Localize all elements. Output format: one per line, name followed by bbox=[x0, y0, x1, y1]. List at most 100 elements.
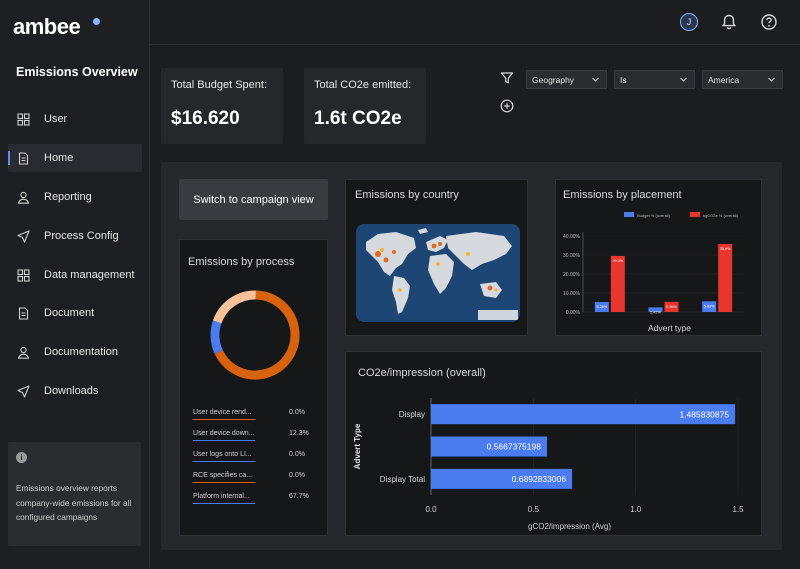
bar bbox=[431, 404, 736, 425]
logo-dot bbox=[93, 18, 100, 25]
process-underline bbox=[193, 419, 255, 420]
kpi-budget-value: $16.620 bbox=[171, 108, 240, 129]
donut-segment bbox=[210, 320, 223, 354]
process-row[interactable]: User device rend... 0.0% bbox=[193, 409, 309, 423]
sidebar-item-label: Data management bbox=[44, 268, 135, 281]
sidebar-item-label: Downloads bbox=[44, 385, 99, 398]
filter-value-select[interactable]: America bbox=[702, 70, 783, 89]
process-underline bbox=[193, 503, 255, 504]
info-text: Emissions overview reports company-wide … bbox=[16, 483, 132, 522]
process-donut-chart bbox=[210, 290, 300, 380]
bar-label: 5.63% bbox=[704, 304, 715, 308]
filter-value-value: America bbox=[708, 75, 740, 85]
process-underline bbox=[193, 482, 255, 483]
bar bbox=[610, 255, 625, 312]
y-tick-label: 0.00% bbox=[566, 310, 581, 316]
process-row[interactable]: User device down... 12.3% bbox=[193, 430, 309, 444]
world-map[interactable] bbox=[356, 224, 520, 322]
process-card: Emissions by process User device rend...… bbox=[179, 239, 328, 536]
person-icon bbox=[17, 347, 30, 360]
legend-label: Budget % (overall) bbox=[637, 213, 671, 218]
placement-card-title: Emissions by placement bbox=[563, 189, 682, 201]
document-icon bbox=[18, 152, 29, 165]
country-card-title: Emissions by country bbox=[355, 189, 459, 201]
user-avatar[interactable]: J bbox=[680, 13, 698, 31]
grid-icon bbox=[17, 113, 30, 126]
send-icon bbox=[17, 230, 30, 243]
filter-operator-value: Is bbox=[620, 75, 627, 85]
sidebar-item-label: Document bbox=[44, 307, 95, 320]
chevron-down-icon bbox=[592, 77, 599, 82]
process-row[interactable]: RCE specifies ca... 0.0% bbox=[193, 472, 309, 486]
chevron-down-icon bbox=[768, 77, 775, 82]
x-axis-label: Advert type bbox=[648, 323, 691, 333]
help-icon[interactable] bbox=[760, 13, 778, 31]
donut-segment bbox=[212, 290, 256, 324]
process-row[interactable]: Platform internal... 67.7% bbox=[193, 493, 309, 507]
sidebar-item-label: Home bbox=[44, 151, 74, 164]
kpi-co2e-value: 1.6t CO2e bbox=[314, 108, 402, 129]
bar-label: 5.26% bbox=[596, 305, 607, 309]
sidebar-item-documentation[interactable]: Documentation bbox=[8, 338, 142, 366]
bar bbox=[718, 243, 733, 312]
y-tick-label: 30.00% bbox=[563, 253, 581, 259]
sidebar-item-label: Documentation bbox=[44, 346, 118, 359]
x-tick-label: 0.5 bbox=[528, 505, 540, 514]
process-value: 12.3% bbox=[289, 430, 309, 437]
bar bbox=[648, 307, 663, 312]
process-value: 0.0% bbox=[289, 451, 305, 458]
sidebar-item-label: Process Config bbox=[44, 229, 119, 242]
process-row[interactable]: User logs onto LI... 0.0% bbox=[193, 451, 309, 465]
x-tick-label: 1.5 bbox=[732, 505, 744, 514]
person-icon bbox=[17, 191, 30, 204]
process-name: Platform internal... bbox=[193, 493, 250, 500]
bell-icon[interactable] bbox=[720, 13, 738, 31]
kpi-budget-card: Total Budget Spent: $16.620 bbox=[161, 68, 283, 144]
switch-campaign-view-button[interactable]: Switch to campaign view bbox=[179, 179, 328, 220]
bar-label: 1.485830875 bbox=[679, 409, 729, 419]
donut-segment bbox=[214, 290, 300, 380]
sidebar-item-document[interactable]: Document bbox=[8, 299, 142, 327]
section-title: Emissions Overview bbox=[16, 65, 138, 79]
process-underline bbox=[193, 461, 255, 462]
bar-label: 29.5% bbox=[612, 259, 623, 263]
filter-field-select[interactable]: Geography bbox=[526, 70, 607, 89]
bar-label: 0.5667375198 bbox=[487, 442, 542, 452]
sidebar: ambee Emissions Overview User Home Reporti… bbox=[0, 0, 150, 569]
y-axis-label: Advert Type bbox=[353, 423, 362, 469]
topbar: J bbox=[150, 0, 800, 45]
world-map-graphic bbox=[366, 228, 518, 320]
process-name: User device rend... bbox=[193, 409, 252, 416]
y-tick-label: 20.00% bbox=[563, 272, 581, 278]
process-name: User logs onto LI... bbox=[193, 451, 252, 458]
sidebar-nav: User Home Reporting Process Config Data mana… bbox=[8, 105, 142, 416]
impression-bar-chart: 0.0 0.5 1.0 1.5 1.485830875 Display 0.56673751… bbox=[353, 398, 744, 531]
process-value: 67.7% bbox=[289, 493, 309, 500]
sidebar-item-data-management[interactable]: Data management bbox=[8, 261, 142, 289]
bar-label: 0.6892833006 bbox=[512, 474, 567, 484]
bar bbox=[431, 436, 547, 457]
sidebar-item-reporting[interactable]: Reporting bbox=[8, 183, 142, 211]
sidebar-item-process-config[interactable]: Process Config bbox=[8, 222, 142, 250]
y-tick-label: 10.00% bbox=[563, 291, 581, 297]
filter-operator-select[interactable]: Is bbox=[614, 70, 695, 89]
sidebar-item-user[interactable]: User bbox=[8, 105, 142, 133]
add-filter-icon[interactable] bbox=[500, 99, 514, 113]
info-icon: i bbox=[16, 452, 27, 463]
send-icon bbox=[17, 385, 30, 398]
info-box: i Emissions overview reports company-wid… bbox=[8, 442, 141, 546]
filter-icon[interactable] bbox=[500, 71, 514, 85]
x-axis-label: gCO2/impression (Avg) bbox=[528, 522, 611, 531]
bar bbox=[594, 302, 609, 312]
sidebar-item-home[interactable]: Home bbox=[8, 143, 142, 172]
kpi-co2e-card: Total CO2e emitted: 1.6t CO2e bbox=[304, 68, 426, 144]
kpi-co2e-label: Total CO2e emitted: bbox=[314, 79, 412, 91]
sidebar-item-downloads[interactable]: Downloads bbox=[8, 377, 142, 405]
x-tick-label: 1.0 bbox=[630, 505, 642, 514]
process-name: RCE specifies ca... bbox=[193, 472, 253, 479]
bar-label: 5.36% bbox=[666, 305, 677, 309]
ambee-logo[interactable]: ambee bbox=[13, 14, 81, 39]
bar bbox=[702, 301, 717, 312]
bar-label: 35.8% bbox=[720, 247, 731, 251]
category-label: Display bbox=[399, 410, 425, 419]
